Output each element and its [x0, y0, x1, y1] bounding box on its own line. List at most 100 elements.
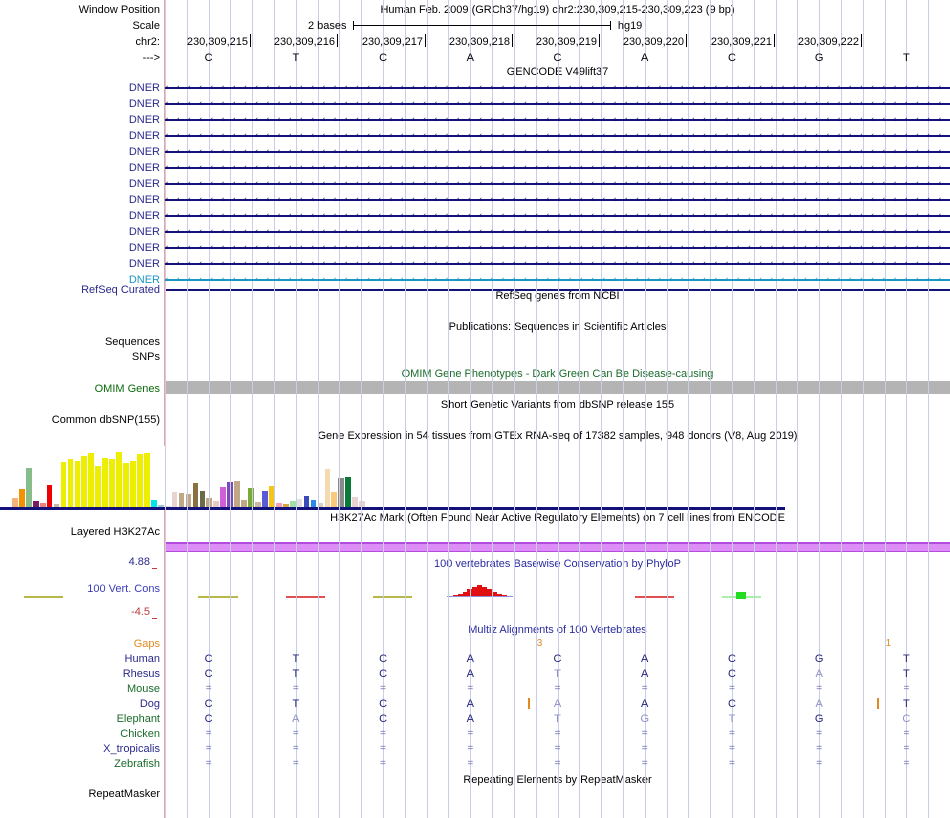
- alignment-gap: =: [729, 683, 735, 694]
- gtex-bar: [199, 491, 206, 507]
- gtex-bar: [213, 501, 220, 507]
- alignment-base: C: [902, 713, 911, 725]
- phylop-conservation-plot[interactable]: [0, 566, 785, 622]
- gene-label-dner[interactable]: DNER: [128, 258, 160, 270]
- gene-row[interactable]: ‹‹‹‹‹‹‹‹‹‹‹‹‹‹‹‹‹‹‹‹‹‹‹‹‹‹‹‹‹‹‹‹‹‹‹‹‹‹‹‹…: [165, 98, 950, 110]
- repeatmasker-label[interactable]: RepeatMasker: [88, 788, 160, 800]
- gene-row[interactable]: ‹‹‹‹‹‹‹‹‹‹‹‹‹‹‹‹‹‹‹‹‹‹‹‹‹‹‹‹‹‹‹‹‹‹‹‹‹‹‹‹…: [165, 210, 950, 222]
- species-label-chicken[interactable]: Chicken: [120, 728, 160, 740]
- refseq-curated-label[interactable]: RefSeq Curated: [81, 284, 160, 296]
- gene-label-dner[interactable]: DNER: [128, 114, 160, 126]
- species-label-rhesus[interactable]: Rhesus: [122, 668, 160, 680]
- gene-label-dner[interactable]: DNER: [128, 194, 160, 206]
- gene-body-line: [165, 263, 950, 265]
- grid-line: [906, 0, 907, 818]
- gene-label-dner[interactable]: DNER: [128, 274, 160, 286]
- species-label-zebrafish[interactable]: Zebrafish: [114, 758, 160, 770]
- gtex-bar: [171, 492, 178, 507]
- gene-row[interactable]: ‹‹‹‹‹‹‹‹‹‹‹‹‹‹‹‹‹‹‹‹‹‹‹‹‹‹‹‹‹‹‹‹‹‹‹‹‹‹‹‹…: [165, 114, 950, 126]
- gtex-bar: [32, 501, 39, 507]
- ruler-base-2: T: [292, 52, 300, 64]
- gene-label-dner[interactable]: DNER: [128, 130, 160, 142]
- gene-row[interactable]: ‹‹‹‹‹‹‹‹‹‹‹‹‹‹‹‹‹‹‹‹‹‹‹‹‹‹‹‹‹‹‹‹‹‹‹‹‹‹‹‹…: [165, 226, 950, 238]
- grid-line: [558, 0, 559, 818]
- grid-line: [187, 0, 188, 818]
- gene-row[interactable]: ‹‹‹‹‹‹‹‹‹‹‹‹‹‹‹‹‹‹‹‹‹‹‹‹‹‹‹‹‹‹‹‹‹‹‹‹‹‹‹‹…: [165, 178, 950, 190]
- conservation-segment: [634, 596, 674, 598]
- alignment-gap: =: [903, 728, 910, 739]
- alignment-base: C: [727, 698, 736, 710]
- alignment-gap: =: [816, 758, 823, 769]
- alignment-base: A: [292, 713, 300, 725]
- conservation-peak-slice: [462, 592, 468, 596]
- gtex-bar: [116, 452, 122, 507]
- gene-label-dner[interactable]: DNER: [128, 210, 160, 222]
- species-label-x_tropicalis[interactable]: X_tropicalis: [103, 743, 160, 755]
- gene-label-dner[interactable]: DNER: [128, 146, 160, 158]
- alignment-base: A: [553, 698, 562, 710]
- scale-bar-right-cap: [609, 21, 611, 30]
- strand-arrows: ‹‹‹‹‹‹‹‹‹‹‹‹‹‹‹‹‹‹‹‹‹‹‹‹‹‹‹‹‹‹‹‹‹‹‹‹‹‹‹‹…: [165, 179, 950, 189]
- data-area-left-boundary: [164, 0, 165, 818]
- gene-row[interactable]: ‹‹‹‹‹‹‹‹‹‹‹‹‹‹‹‹‹‹‹‹‹‹‹‹‹‹‹‹‹‹‹‹‹‹‹‹‹‹‹‹…: [165, 274, 950, 286]
- omim-caption: OMIM Gene Phenotypes - Dark Green Can Be…: [401, 368, 714, 380]
- gene-row[interactable]: ‹‹‹‹‹‹‹‹‹‹‹‹‹‹‹‹‹‹‹‹‹‹‹‹‹‹‹‹‹‹‹‹‹‹‹‹‹‹‹‹…: [165, 162, 950, 174]
- gene-row[interactable]: ‹‹‹‹‹‹‹‹‹‹‹‹‹‹‹‹‹‹‹‹‹‹‹‹‹‹‹‹‹‹‹‹‹‹‹‹‹‹‹‹…: [165, 146, 950, 158]
- gene-label-dner[interactable]: DNER: [128, 226, 160, 238]
- strand-arrows: ‹‹‹‹‹‹‹‹‹‹‹‹‹‹‹‹‹‹‹‹‹‹‹‹‹‹‹‹‹‹‹‹‹‹‹‹‹‹‹‹…: [165, 99, 950, 109]
- strand-arrows: ‹‹‹‹‹‹‹‹‹‹‹‹‹‹‹‹‹‹‹‹‹‹‹‹‹‹‹‹‹‹‹‹‹‹‹‹‹‹‹‹…: [165, 163, 950, 173]
- layered-h3k27ac-label[interactable]: Layered H3K27Ac: [70, 526, 160, 538]
- conservation-segment: [198, 596, 238, 598]
- gene-row[interactable]: ‹‹‹‹‹‹‹‹‹‹‹‹‹‹‹‹‹‹‹‹‹‹‹‹‹‹‹‹‹‹‹‹‹‹‹‹‹‹‹‹…: [165, 82, 950, 94]
- gene-label-dner[interactable]: DNER: [128, 178, 160, 190]
- gene-row[interactable]: ‹‹‹‹‹‹‹‹‹‹‹‹‹‹‹‹‹‹‹‹‹‹‹‹‹‹‹‹‹‹‹‹‹‹‹‹‹‹‹‹…: [165, 242, 950, 254]
- gene-label-dner[interactable]: DNER: [128, 82, 160, 94]
- grid-line: [209, 0, 210, 818]
- gene-row[interactable]: ‹‹‹‹‹‹‹‹‹‹‹‹‹‹‹‹‹‹‹‹‹‹‹‹‹‹‹‹‹‹‹‹‹‹‹‹‹‹‹‹…: [165, 194, 950, 206]
- common-dbsnp-label[interactable]: Common dbSNP(155): [51, 414, 160, 426]
- strand-arrows: ‹‹‹‹‹‹‹‹‹‹‹‹‹‹‹‹‹‹‹‹‹‹‹‹‹‹‹‹‹‹‹‹‹‹‹‹‹‹‹‹…: [165, 259, 950, 269]
- grid-line: [797, 0, 798, 818]
- refseq-curated-feature[interactable]: [165, 289, 950, 291]
- gene-label-dner[interactable]: DNER: [128, 98, 160, 110]
- gene-row[interactable]: ‹‹‹‹‹‹‹‹‹‹‹‹‹‹‹‹‹‹‹‹‹‹‹‹‹‹‹‹‹‹‹‹‹‹‹‹‹‹‹‹…: [165, 258, 950, 270]
- grid-line: [928, 0, 929, 818]
- gap-insert-bar: [527, 698, 530, 709]
- gene-row[interactable]: ‹‹‹‹‹‹‹‹‹‹‹‹‹‹‹‹‹‹‹‹‹‹‹‹‹‹‹‹‹‹‹‹‹‹‹‹‹‹‹‹…: [165, 130, 950, 142]
- gene-body-line: [165, 119, 950, 121]
- alignment-gap: =: [641, 728, 648, 739]
- ruler-position: 230,309,221: [710, 36, 772, 48]
- alignment-base: C: [379, 653, 388, 665]
- species-label-dog[interactable]: Dog: [139, 698, 160, 710]
- grid-line: [361, 0, 362, 818]
- omim-genes-label[interactable]: OMIM Genes: [94, 383, 160, 395]
- gtex-bar: [74, 461, 81, 507]
- gene-body-line: [165, 167, 950, 169]
- ruler-base-1: C: [204, 52, 213, 64]
- alignment-base: C: [379, 698, 388, 710]
- alignment-gap: =: [816, 728, 823, 739]
- refseq-caption: RefSeq genes from NCBI: [495, 290, 620, 302]
- snps-label[interactable]: SNPs: [131, 351, 160, 363]
- conservation-scale-min: -4.5: [131, 606, 150, 618]
- ruler-tick: [686, 34, 687, 47]
- conservation-label[interactable]: 100 Vert. Cons: [87, 583, 160, 595]
- gene-label-dner[interactable]: DNER: [128, 242, 160, 254]
- h3k27ac-feature[interactable]: [165, 542, 950, 552]
- alignment-gap: =: [380, 683, 386, 694]
- alignment-gap: =: [205, 728, 212, 739]
- species-label-mouse[interactable]: Mouse: [126, 683, 160, 695]
- alignment-base: C: [727, 653, 736, 665]
- conservation-positive-peak[interactable]: [736, 592, 747, 599]
- gene-body-line: [165, 279, 950, 281]
- ruler-tick: [425, 34, 426, 47]
- alignment-base: T: [292, 668, 300, 680]
- gene-label-dner[interactable]: DNER: [128, 162, 160, 174]
- conservation-peak-slice: [477, 585, 483, 596]
- sequences-label[interactable]: Sequences: [104, 336, 160, 348]
- species-label-elephant[interactable]: Elephant: [116, 713, 160, 725]
- gtex-barchart[interactable]: [0, 446, 785, 510]
- species-label-human[interactable]: Human: [124, 653, 160, 665]
- gtex-bar: [275, 503, 282, 507]
